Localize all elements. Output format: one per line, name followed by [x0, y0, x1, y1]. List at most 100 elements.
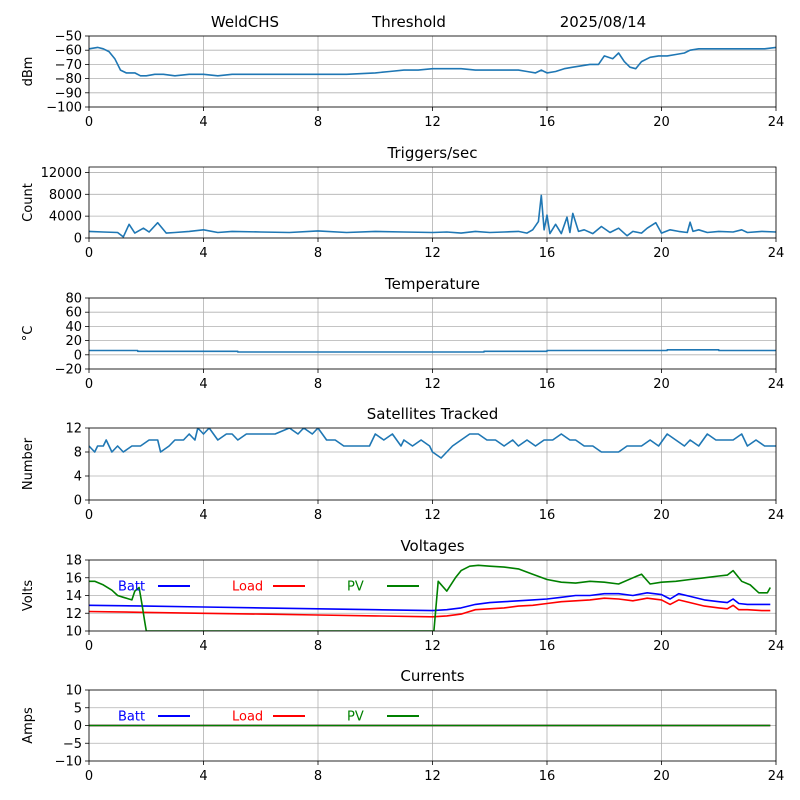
x-tick-label: 12: [424, 115, 441, 130]
header-mode: Threshold: [371, 13, 446, 31]
x-tick-label: 20: [653, 377, 670, 392]
legend-label-batt: Batt: [118, 580, 145, 595]
legend-label-batt: Batt: [118, 710, 145, 725]
series-line-satellites-0: [89, 428, 776, 459]
y-tick-label: 4: [74, 470, 82, 485]
chart-title: Voltages: [400, 537, 464, 555]
x-tick-label: 20: [653, 115, 670, 130]
x-tick-label: 0: [85, 769, 93, 784]
x-tick-label: 4: [199, 769, 207, 784]
x-tick-label: 16: [539, 508, 556, 523]
chart-title: Satellites Tracked: [367, 405, 498, 423]
series-line-temperature-0: [89, 348, 776, 353]
y-tick-label: 10: [65, 625, 82, 640]
y-tick-label: 16: [65, 571, 82, 586]
x-tick-label: 16: [539, 377, 556, 392]
y-tick-label: 0: [74, 494, 82, 509]
series-line-load: [89, 597, 771, 618]
grid: [88, 559, 777, 632]
chart-currents: 0 4 8 12 16 20 24 −10 −5 0 5 10 Currents Amps Batt Load…: [21, 667, 784, 784]
series-line-batt: [89, 591, 771, 612]
x-tick-label: 24: [768, 377, 785, 392]
x-tick-label: 12: [424, 508, 441, 523]
figure-header: WeldCHS Threshold 2025/08/14: [211, 13, 646, 31]
grid: [88, 167, 777, 239]
x-tick-label: 24: [768, 769, 785, 784]
y-tick-label: 18: [65, 554, 82, 569]
y-tick-label: −10: [55, 755, 82, 770]
header-station: WeldCHS: [211, 13, 279, 31]
y-tick-label: 0: [74, 232, 82, 247]
x-tick-label: 8: [314, 246, 322, 261]
chart-title: Temperature: [384, 275, 480, 293]
chart-title: Currents: [400, 667, 464, 685]
x-tick-label: 0: [85, 377, 93, 392]
y-tick-label: 0: [74, 348, 82, 363]
legend: Batt Load PV: [118, 710, 419, 725]
x-tick-label: 20: [653, 246, 670, 261]
y-tick-label: 60: [65, 306, 82, 321]
legend: Batt Load PV: [118, 580, 419, 595]
y-axis-label: Volts: [21, 580, 36, 612]
y-tick-label: −80: [55, 72, 82, 87]
x-tick-label: 12: [424, 377, 441, 392]
y-tick-label: 0: [74, 719, 82, 734]
y-tick-label: −5: [63, 737, 82, 752]
x-tick-label: 0: [85, 508, 93, 523]
grid: [88, 297, 777, 370]
x-tick-label: 12: [424, 639, 441, 654]
y-tick-label: 80: [65, 292, 82, 307]
y-tick-label: 8000: [49, 188, 82, 203]
y-axis-label: Count: [21, 183, 36, 222]
x-tick-label: 24: [768, 115, 785, 130]
y-axis-label: Amps: [21, 707, 36, 744]
x-tick-label: 16: [539, 769, 556, 784]
chart-voltages: 0 4 8 12 16 20 24 10 12 14 16 18 Voltages Volts Batt Lo…: [21, 537, 784, 654]
x-tick-label: 0: [85, 639, 93, 654]
chart-title: Triggers/sec: [387, 144, 478, 162]
y-tick-label: 14: [65, 589, 82, 604]
x-tick-label: 16: [539, 639, 556, 654]
x-tick-label: 4: [199, 246, 207, 261]
x-tick-label: 8: [314, 508, 322, 523]
series-line-rssi-0: [89, 46, 776, 77]
y-tick-label: 40: [65, 320, 82, 335]
x-tick-label: 20: [653, 639, 670, 654]
y-axis-label: dBm: [21, 57, 36, 87]
series-group: [89, 46, 776, 77]
x-tick-label: 24: [768, 246, 785, 261]
legend-label-load: Load: [232, 580, 263, 595]
y-tick-label: −70: [55, 58, 82, 73]
x-tick-label: 12: [424, 769, 441, 784]
x-tick-label: 8: [314, 639, 322, 654]
y-tick-label: 12: [65, 422, 82, 437]
y-tick-label: 8: [74, 446, 82, 461]
y-tick-label: −60: [55, 44, 82, 59]
series-group: [89, 194, 776, 238]
y-tick-label: 10: [65, 684, 82, 699]
y-tick-label: 5: [74, 701, 82, 716]
x-tick-label: 4: [199, 639, 207, 654]
series-group: [89, 348, 776, 353]
y-tick-label: 20: [65, 334, 82, 349]
chart-satellites: 0 4 8 12 16 20 24 0 4 8 12 Satellites Tracked Number: [21, 405, 784, 523]
chart-triggers: 0 4 8 12 16 20 24 0 4000 8000 12000 Triggers/sec Cou…: [21, 144, 784, 261]
x-tick-label: 20: [653, 769, 670, 784]
y-tick-label: −20: [55, 363, 82, 378]
series-group: [89, 428, 776, 459]
legend-label-pv: PV: [347, 710, 364, 725]
chart-rssi: 0 4 8 12 16 20 24 −100−90−80−70−60−50 dBm: [21, 30, 784, 131]
y-axis-label: Number: [21, 437, 36, 490]
series-line-pv: [89, 564, 772, 631]
x-tick-label: 24: [768, 508, 785, 523]
x-tick-label: 4: [199, 377, 207, 392]
x-tick-label: 4: [199, 115, 207, 130]
y-tick-label: −90: [55, 86, 82, 101]
x-tick-label: 8: [314, 115, 322, 130]
x-tick-label: 16: [539, 246, 556, 261]
grid: [88, 35, 777, 108]
x-tick-label: 0: [85, 115, 93, 130]
y-tick-label: −100: [46, 101, 82, 116]
